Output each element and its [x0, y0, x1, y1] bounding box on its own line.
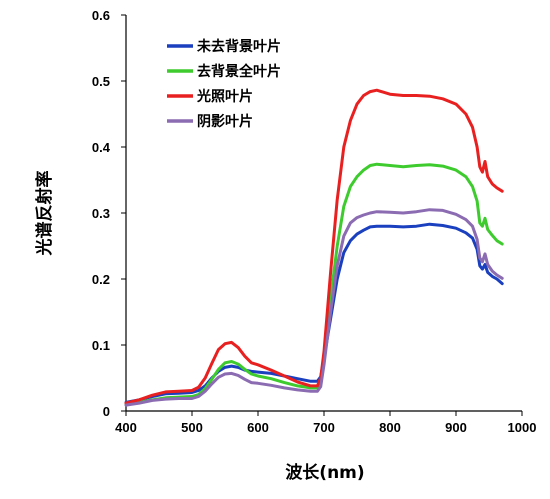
- legend-label: 未去背景叶片: [197, 38, 281, 55]
- x-tick-label: 1000: [508, 420, 537, 435]
- x-tick-label: 400: [115, 420, 137, 435]
- series-line-4: [124, 208, 504, 407]
- x-tick-label: 800: [379, 420, 401, 435]
- x-tick-label: 500: [181, 420, 203, 435]
- series-line-3: [124, 88, 504, 405]
- y-tick-label: 0.4: [92, 140, 111, 155]
- series-line-2: [124, 162, 504, 406]
- y-tick-label: 0.2: [92, 272, 110, 287]
- axes: 400 500 600 700 800 900 1000 0 0.1 0.2 0.3 0.4 0.5 0.…: [92, 8, 537, 435]
- x-tick-label: 600: [247, 420, 269, 435]
- y-tick-label: 0.3: [92, 206, 110, 221]
- y-tick-label: 0.5: [92, 74, 110, 89]
- legend-label: 去背景全叶片: [197, 63, 281, 80]
- y-tick-label: 0.1: [92, 338, 110, 353]
- x-tick-label: 700: [313, 420, 335, 435]
- series-layer: [124, 88, 504, 407]
- y-tick-label: 0: [103, 404, 110, 419]
- legend-label: 阴影叶片: [197, 113, 253, 130]
- legend-label: 光照叶片: [196, 88, 253, 105]
- x-axis-title: 波长(nm): [285, 462, 364, 483]
- y-axis-title: 光谱反射率: [34, 171, 55, 257]
- y-tick-label: 0.6: [92, 8, 110, 23]
- x-tick-label: 900: [445, 420, 467, 435]
- series-line-1: [124, 222, 504, 404]
